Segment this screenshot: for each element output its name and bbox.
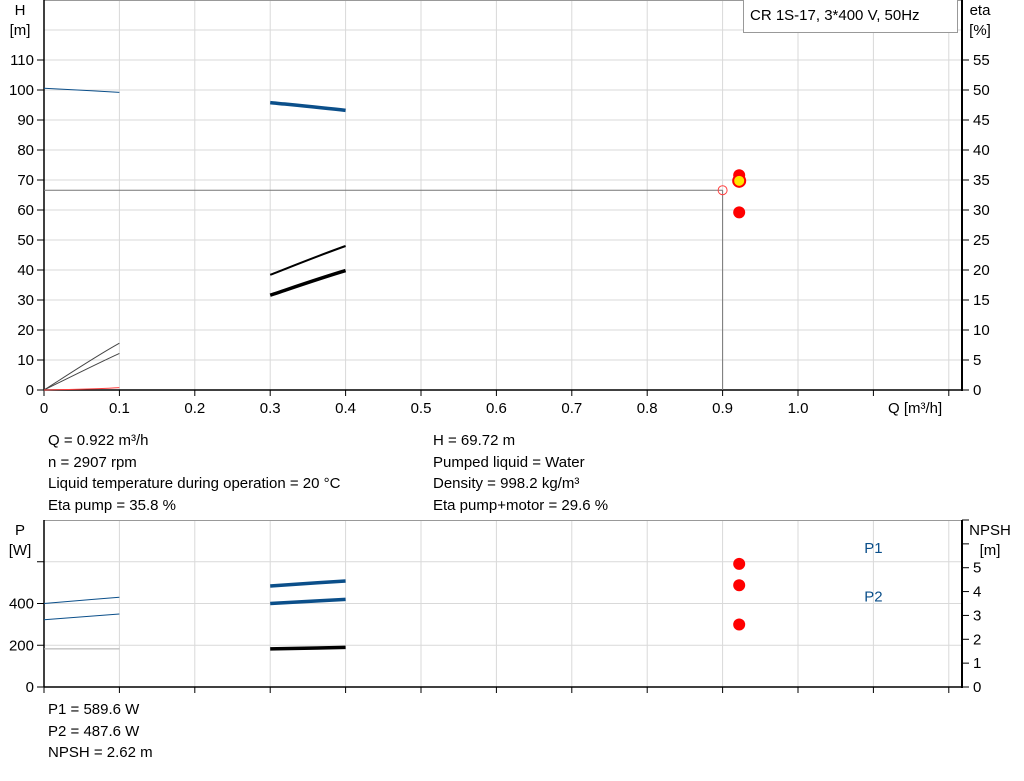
duty-point-marker (717, 185, 728, 196)
y-left-tick-label: 110 (10, 52, 34, 69)
curve-p1 (270, 579, 346, 588)
y-left-tick-label: 10 (17, 352, 34, 369)
y-left-tick-label: 30 (17, 292, 34, 309)
info-density: Density = 998.2 kg/m³ (433, 475, 580, 492)
info-p2: P2 = 487.6 W (48, 722, 140, 740)
curve-eta-pump-extrapolated (43, 342, 120, 391)
info-p1: P1 = 589.6 W (48, 701, 140, 718)
x-axis-label: Q [m³/h] (888, 400, 942, 417)
info-bottom: P1 = 589.6 W P2 = 487.6 W NPSH = 2.62 m (48, 699, 153, 764)
info-eta-pump-motor: Eta pump+motor = 29.6 % (433, 496, 609, 514)
x-tick-label: 1.0 (788, 400, 809, 417)
x-tick-label: 0.2 (184, 400, 205, 417)
y-left-axis-label: H (15, 2, 26, 19)
curve-p2-extrapolated (43, 613, 120, 621)
curve-system-curve (43, 387, 120, 391)
info-top-right: H = 69.72 m Pumped liquid = Water Densit… (433, 430, 608, 516)
y-left-tick-label: 60 (17, 202, 34, 219)
y-right-axis-label: eta (970, 2, 992, 19)
y-right-tick-label: 45 (973, 112, 990, 129)
y-right-axis-label: NPSH (969, 522, 1011, 539)
marker-eta-pump-motor-point (733, 206, 746, 219)
y-left-tick-label: 20 (17, 322, 34, 339)
y-left-tick-label: 100 (9, 82, 34, 99)
y-right-axis-unit: [m] (980, 542, 1001, 559)
y-right-tick-label: 55 (973, 52, 990, 69)
y-right-tick-label: 50 (973, 82, 990, 99)
y-right-tick-label: 2 (973, 631, 981, 648)
curve-p1-extrapolated (43, 596, 120, 604)
y-right-axis-unit: [%] (969, 22, 991, 39)
y-right-tick-label: 10 (973, 322, 990, 339)
y-right-tick-label: 30 (973, 202, 990, 219)
series-label-p2: P2 (864, 589, 882, 606)
curve-eta-pump-motor (269, 268, 347, 297)
power-npsh-chart: 0 200 400 0 1 2 3 4 5 P [W] NPSH [m] P1 P2 (9, 519, 1011, 696)
x-tick-label: 0.7 (561, 400, 582, 417)
y-left-tick-label: 400 (9, 596, 34, 613)
curve-eta-pump-motor-extrapolated (43, 352, 120, 391)
y-right-tick-label: 4 (973, 584, 981, 601)
y-right-tick-label: 35 (973, 172, 990, 189)
info-speed: n = 2907 rpm (48, 453, 137, 471)
info-eta-pump: Eta pump = 35.8 % (48, 496, 176, 514)
y-left-axis-label: P (15, 522, 25, 539)
x-tick-label: 0.3 (260, 400, 281, 417)
head-efficiency-chart: 0 0.1 0.2 0.3 0.4 0.5 0.6 0.7 0.8 0.9 1.0 Q [m³/h] 0… (9, 0, 991, 417)
y-right-tick-label: 20 (973, 262, 990, 279)
info-top-left: Q = 0.922 m³/h n = 2907 rpm Liquid tempe… (48, 430, 340, 516)
x-tick-label: 0.9 (712, 400, 733, 417)
y-left-axis-unit: [W] (9, 542, 32, 559)
series-label-p1: P1 (864, 540, 882, 557)
x-tick-label: 0.5 (411, 400, 432, 417)
x-tick-label: 0.1 (109, 400, 130, 417)
info-npsh: NPSH = 2.62 m (48, 744, 153, 761)
info-liquid: Pumped liquid = Water (433, 453, 585, 471)
x-tick-label: 0 (40, 400, 48, 417)
y-right-tick-label: 40 (973, 142, 990, 159)
y-left-tick-label: 0 (26, 382, 34, 399)
curve-npsh (270, 645, 346, 651)
y-left-tick-label: 70 (17, 172, 34, 189)
curve-head (270, 100, 346, 113)
info-temperature: Liquid temperature during operation = 20… (48, 475, 341, 492)
y-left-tick-label: 40 (17, 262, 34, 279)
y-right-tick-label: 5 (973, 560, 981, 577)
curve-head-extrapolated (43, 87, 120, 93)
marker-npsh-point (733, 618, 746, 631)
y-right-tick-label: 3 (973, 607, 981, 624)
y-right-tick-label: 1 (973, 655, 981, 672)
curve-p2 (270, 597, 346, 606)
x-tick-label: 0.8 (637, 400, 658, 417)
legend-title: CR 1S-17, 3*400 V, 50Hz (750, 7, 920, 24)
y-right-tick-label: 0 (973, 382, 981, 399)
y-right-tick-label: 25 (973, 232, 990, 249)
marker-p2-point (733, 579, 746, 592)
x-tick-label: 0.6 (486, 400, 507, 417)
x-tick-label: 0.4 (335, 400, 356, 417)
y-right-tick-label: 5 (973, 352, 981, 369)
info-head: H = 69.72 m (433, 432, 516, 449)
curve-eta-pump (269, 245, 346, 276)
legend-box (743, 0, 958, 33)
y-left-axis-unit: [m] (10, 22, 31, 39)
y-right-tick-label: 0 (973, 679, 981, 696)
y-left-tick-label: 200 (9, 637, 34, 654)
marker-p1-point (733, 557, 746, 570)
info-flow: Q = 0.922 m³/h (48, 432, 149, 449)
y-right-tick-label: 15 (973, 292, 990, 309)
y-left-tick-label: 80 (17, 142, 34, 159)
marker-head-point (732, 173, 747, 188)
y-left-tick-label: 90 (17, 112, 34, 129)
y-left-tick-label: 50 (17, 232, 34, 249)
y-left-tick-label: 0 (26, 679, 34, 696)
